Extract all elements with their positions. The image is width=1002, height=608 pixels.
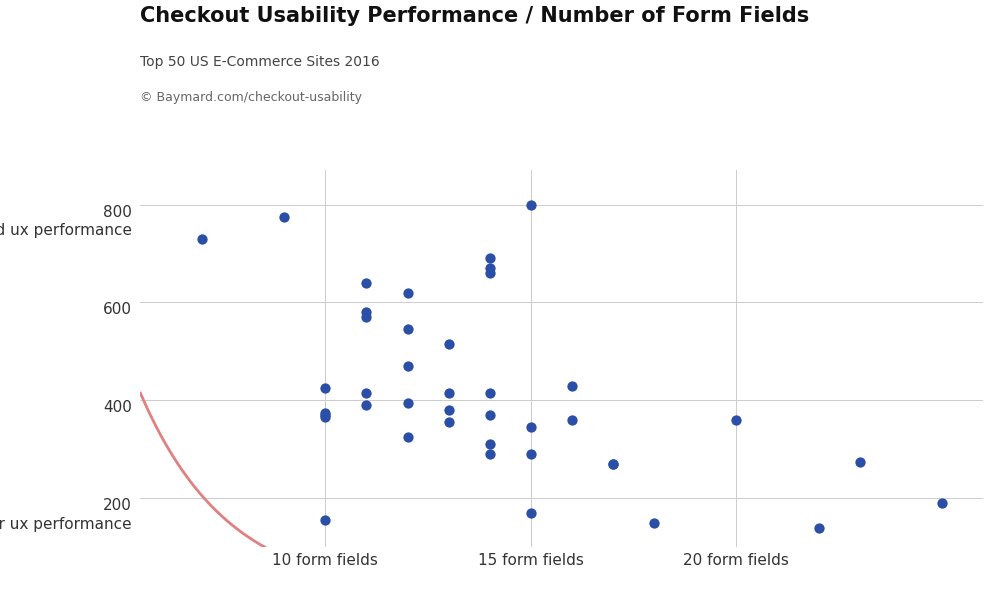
Point — [481, 254, 497, 263]
Point — [440, 418, 456, 427]
Point — [481, 410, 497, 420]
Point — [481, 388, 497, 398]
Point — [727, 415, 743, 425]
Point — [522, 199, 538, 209]
Point — [933, 499, 949, 508]
Point — [481, 440, 497, 449]
Point — [440, 406, 456, 415]
Point — [522, 449, 538, 459]
Point — [481, 449, 497, 459]
Point — [604, 459, 620, 469]
Point — [317, 383, 333, 393]
Point — [481, 263, 497, 273]
Point — [317, 408, 333, 418]
Point — [399, 361, 415, 371]
Point — [522, 508, 538, 518]
Point — [358, 388, 374, 398]
Point — [563, 415, 579, 425]
Point — [399, 398, 415, 407]
Point — [399, 288, 415, 297]
Point — [399, 325, 415, 334]
Point — [358, 400, 374, 410]
Point — [810, 523, 826, 533]
Point — [645, 518, 661, 528]
Point — [851, 457, 867, 466]
Point — [317, 413, 333, 423]
Point — [481, 268, 497, 278]
Text: Checkout Usability Performance / Number of Form Fields: Checkout Usability Performance / Number … — [140, 6, 809, 26]
Text: Top 50 US E-Commerce Sites 2016: Top 50 US E-Commerce Sites 2016 — [140, 55, 380, 69]
Point — [317, 410, 333, 420]
Text: 600: 600 — [103, 302, 132, 317]
Point — [358, 308, 374, 317]
Point — [522, 423, 538, 432]
Text: 800
good ux performance: 800 good ux performance — [0, 204, 132, 238]
Point — [440, 339, 456, 349]
Text: 200
poor ux performance: 200 poor ux performance — [0, 498, 132, 532]
Text: 400: 400 — [103, 400, 132, 415]
Point — [358, 278, 374, 288]
Point — [358, 313, 374, 322]
Point — [604, 459, 620, 469]
Point — [276, 212, 292, 221]
Point — [317, 516, 333, 525]
Text: © Baymard.com/checkout-usability: © Baymard.com/checkout-usability — [140, 91, 362, 104]
Point — [440, 388, 456, 398]
Point — [563, 381, 579, 390]
Point — [193, 234, 209, 244]
Point — [399, 432, 415, 442]
